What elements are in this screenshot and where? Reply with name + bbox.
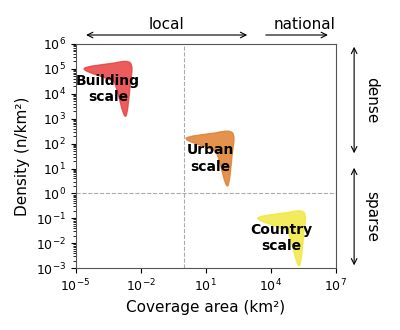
Text: dense: dense bbox=[364, 77, 380, 123]
Text: sparse: sparse bbox=[364, 191, 380, 242]
Ellipse shape bbox=[84, 61, 132, 116]
X-axis label: Coverage area (km²): Coverage area (km²) bbox=[126, 300, 285, 315]
Text: national: national bbox=[274, 16, 335, 32]
Text: Building
scale: Building scale bbox=[76, 74, 140, 104]
Text: Urban
scale: Urban scale bbox=[186, 144, 234, 174]
Text: Country
scale: Country scale bbox=[250, 223, 313, 253]
Y-axis label: Density (n/km²): Density (n/km²) bbox=[15, 96, 30, 216]
Ellipse shape bbox=[186, 131, 234, 186]
Ellipse shape bbox=[258, 211, 306, 266]
Text: local: local bbox=[149, 16, 184, 32]
